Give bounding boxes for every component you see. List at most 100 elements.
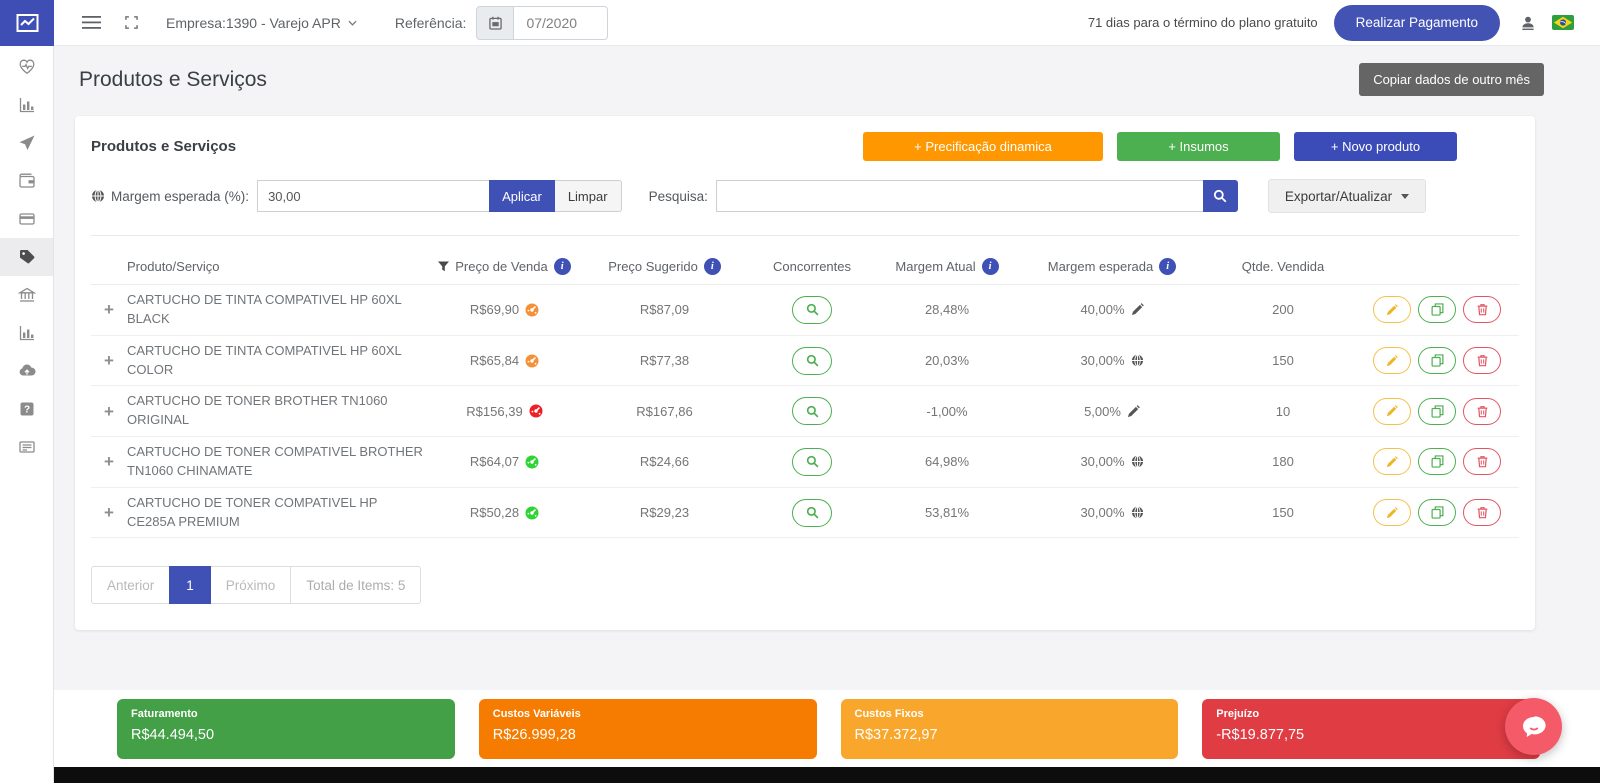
copy-month-button[interactable]: Copiar dados de outro mês [1359,63,1544,96]
calendar-button[interactable] [476,5,515,40]
competitors-search-button[interactable] [792,447,832,476]
info-icon[interactable]: i [553,258,571,275]
summary-label: Custos Variáveis [492,707,581,720]
expand-row-button[interactable]: + [104,300,114,320]
sidebar-item-send[interactable] [0,124,53,162]
search-button[interactable] [1202,180,1238,212]
reference-input[interactable] [514,5,609,40]
delete-button[interactable] [1463,448,1501,476]
margin-input[interactable] [257,180,490,212]
hamburger-menu-icon[interactable] [82,16,101,29]
sidebar-item-health[interactable] [0,48,53,86]
edit-button[interactable] [1373,397,1411,425]
pagination-next[interactable]: Próximo [209,566,292,605]
delete-button[interactable] [1463,397,1501,425]
duplicate-button[interactable] [1418,296,1456,324]
apply-button[interactable]: Aplicar [489,180,555,212]
expand-row-button[interactable]: + [104,452,114,472]
product-name: CARTUCHO DE TONER BROTHER TN1060 ORIGINA… [127,393,388,428]
current-margin: 64,98% [924,454,970,470]
user-account-icon[interactable] [1520,15,1536,31]
app-logo[interactable] [0,0,54,46]
delete-button[interactable] [1463,347,1501,375]
sidebar-item-products[interactable] [0,238,53,276]
expand-row-button[interactable]: + [104,503,114,523]
wallet-icon [18,173,35,188]
chat-widget-button[interactable] [1505,698,1562,755]
edit-button[interactable] [1373,347,1411,375]
panel-title: Produtos e Serviços [91,138,237,155]
copy-icon [1431,354,1444,367]
filter-funnel-icon[interactable] [438,261,449,272]
search-input[interactable] [715,180,1203,212]
pagination-previous[interactable]: Anterior [91,566,171,605]
new-product-button[interactable]: + Novo produto [1294,132,1457,161]
product-name: CARTUCHO DE TINTA COMPATIVEL HP 60XL BLA… [127,292,402,326]
suggested-price: R$77,38 [639,353,690,369]
pencil-icon [1386,507,1398,519]
expected-margin-cell: 30,00% [1017,499,1207,526]
duplicate-button[interactable] [1418,347,1456,375]
sidebar-item-reports[interactable] [0,314,53,352]
sidebar-item-wallet[interactable] [0,162,53,200]
row-actions [1359,341,1519,380]
row-actions [1359,493,1519,532]
logo-chart-icon [16,14,38,32]
clear-button[interactable]: Limpar [554,180,622,212]
competitors-search-button[interactable] [792,498,832,527]
copy-icon [1431,405,1444,418]
pencil-icon [1386,304,1398,316]
fullscreen-icon[interactable] [125,16,138,29]
trial-notice: 71 dias para o término do plano gratuito [1087,15,1318,30]
summary-label: Faturamento [131,707,198,720]
col-expected-margin: Margem esperada i [1017,258,1207,275]
heart-pulse-icon [19,59,34,74]
sidebar-item-help[interactable]: ? [0,390,53,428]
table-header: Produto/Serviço Preço de Venda i Preço S… [91,249,1519,285]
duplicate-button[interactable] [1418,499,1456,527]
row-actions [1359,442,1519,481]
pencil-icon[interactable] [1127,405,1140,418]
language-flag-brazil[interactable] [1552,15,1574,30]
product-name: CARTUCHO DE TINTA COMPATIVEL HP 60XL COL… [127,342,402,377]
edit-button[interactable] [1373,448,1411,476]
supplies-button[interactable]: + Insumos [1117,132,1280,161]
expand-row-button[interactable]: + [104,351,114,371]
pencil-icon[interactable] [1131,303,1144,316]
chat-icon [1522,715,1546,737]
delete-button[interactable] [1463,499,1501,527]
current-margin: -1,00% [926,403,968,419]
info-icon[interactable]: i [703,258,721,275]
duplicate-button[interactable] [1418,448,1456,476]
competitors-search-button[interactable] [792,397,832,426]
copy-icon [1431,506,1444,519]
dynamic-pricing-button[interactable]: + Precificação dinamica [863,132,1103,161]
expected-margin-cell: 5,00% [1017,398,1207,425]
col-suggested-price: Preço Sugerido i [582,258,747,275]
expand-row-button[interactable]: + [104,401,114,421]
duplicate-button[interactable] [1418,397,1456,425]
gauge-icon [525,303,539,317]
info-icon[interactable]: i [981,258,999,275]
search-icon [806,354,819,367]
pagination-page-1[interactable]: 1 [169,566,211,605]
sidebar-item-dashboard[interactable] [0,86,53,124]
export-update-button[interactable]: Exportar/Atualizar [1267,179,1427,213]
summary-card-fixed-costs: Custos Fixos R$37.372,97 [840,698,1179,759]
edit-button[interactable] [1373,296,1411,324]
competitors-search-button[interactable] [792,346,832,375]
delete-button[interactable] [1463,296,1501,324]
search-icon [806,506,819,519]
trash-icon [1476,455,1489,468]
bottom-strip [54,767,1600,783]
sidebar-item-bank[interactable] [0,276,53,314]
sidebar-item-records[interactable] [0,428,53,466]
company-selector[interactable]: Empresa:1390 - Varejo APR [166,15,357,31]
sidebar-item-card[interactable] [0,200,53,238]
info-icon[interactable]: i [1159,258,1177,275]
sidebar-item-import[interactable] [0,352,53,390]
edit-button[interactable] [1373,499,1411,527]
competitors-search-button[interactable] [792,295,832,324]
pay-button[interactable]: Realizar Pagamento [1333,4,1500,41]
